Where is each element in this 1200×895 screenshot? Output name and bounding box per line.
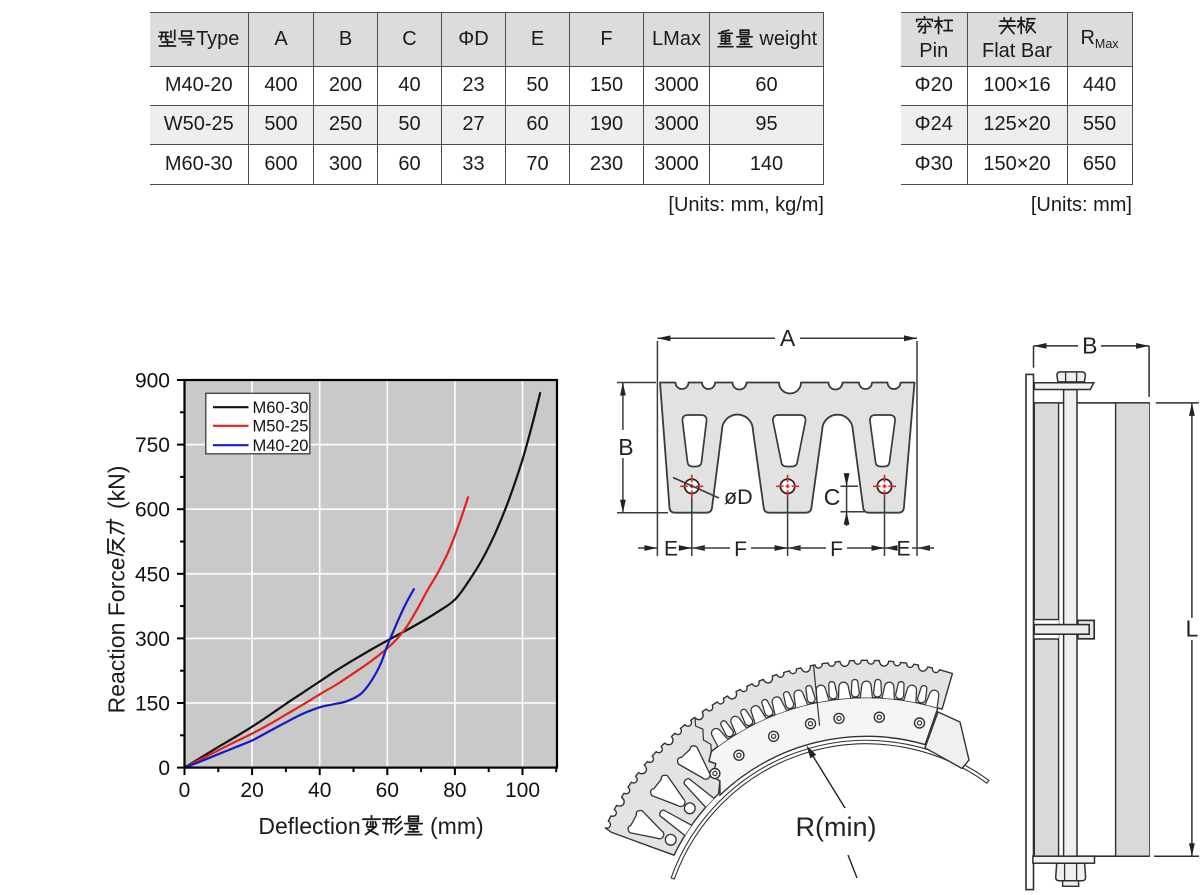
svg-text:150: 150 <box>135 693 170 716</box>
svg-text:450: 450 <box>135 563 170 586</box>
svg-text:600: 600 <box>135 499 170 522</box>
svg-text:øD: øD <box>724 485 753 509</box>
svg-text:L: L <box>1186 616 1199 642</box>
svg-text:300: 300 <box>135 628 170 651</box>
svg-text:100: 100 <box>505 779 540 802</box>
svg-text:750: 750 <box>135 434 170 457</box>
svg-text:900: 900 <box>135 370 170 393</box>
svg-text:C: C <box>824 484 841 510</box>
svg-text:M50-25: M50-25 <box>253 418 309 436</box>
svg-text:M60-30: M60-30 <box>253 399 309 417</box>
svg-text:E: E <box>896 538 910 561</box>
svg-text:60: 60 <box>376 779 399 802</box>
svg-text:0: 0 <box>179 779 191 802</box>
svg-text:F: F <box>734 538 747 561</box>
svg-text:B: B <box>618 434 633 460</box>
svg-text:20: 20 <box>240 779 263 802</box>
svg-text:0: 0 <box>158 757 170 780</box>
svg-text:40: 40 <box>308 779 331 802</box>
svg-text:R(min): R(min) <box>796 812 877 842</box>
svg-text:E: E <box>664 538 678 561</box>
svg-text:A: A <box>780 325 796 351</box>
svg-text:80: 80 <box>443 779 466 802</box>
svg-text:B: B <box>1082 333 1097 359</box>
svg-text:F: F <box>830 538 843 561</box>
svg-text:M40-20: M40-20 <box>253 437 309 455</box>
